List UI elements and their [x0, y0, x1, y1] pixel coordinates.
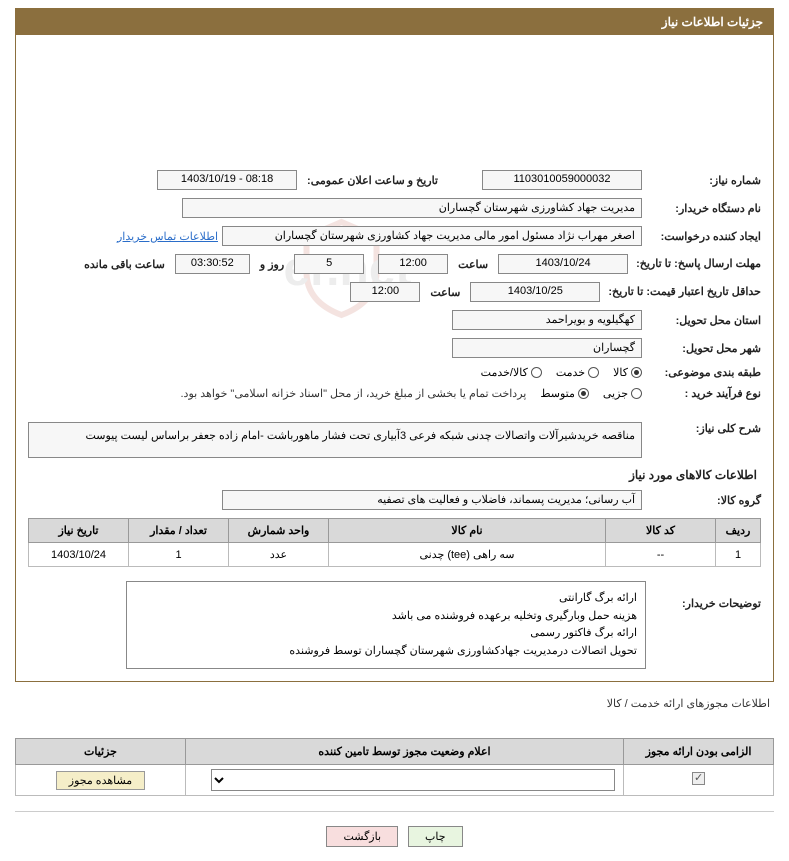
- deadline-date: 1403/10/24: [498, 254, 628, 274]
- mandatory-checkbox[interactable]: [692, 772, 705, 785]
- status-dropdown[interactable]: [211, 769, 615, 791]
- buyer-note-3: ارائه برگ فاکتور رسمی: [135, 625, 637, 643]
- deadline-label: مهلت ارسال پاسخ: تا تاریخ:: [632, 257, 761, 271]
- buyer-org-label: نام دستگاه خریدار:: [646, 202, 761, 215]
- remain-label: ساعت باقی مانده: [78, 258, 171, 271]
- panel-title: جزئیات اطلاعات نیاز: [16, 9, 773, 35]
- license-mandatory-cell: [624, 765, 774, 796]
- radio-goods-label: کالا: [613, 366, 628, 379]
- row-buyer-org: نام دستگاه خریدار: مدیریت جهاد کشاورزی ش…: [28, 198, 761, 218]
- row-buyer-notes: توضیحات خریدار: ارائه برگ گارانتی هزینه …: [28, 581, 761, 669]
- buyer-notes-box: ارائه برگ گارانتی هزینه حمل وبارگیری وتخ…: [126, 581, 646, 669]
- row-category: طبقه بندی موضوعی: کالا خدمت کالا/خدمت: [28, 366, 761, 379]
- bottom-bar: چاپ بازگشت: [15, 811, 774, 861]
- cell-date: 1403/10/24: [29, 543, 129, 567]
- table-row: 1 -- سه راهی (tee) چدنی عدد 1 1403/10/24: [29, 543, 761, 567]
- radio-service[interactable]: خدمت: [556, 366, 599, 379]
- view-license-button[interactable]: مشاهده مجوز: [56, 771, 145, 790]
- buyer-org-value: مدیریت جهاد کشاورزی شهرستان گچساران: [182, 198, 642, 218]
- lth-mandatory: الزامی بودن ارائه مجوز: [624, 739, 774, 765]
- category-radios: کالا خدمت کالا/خدمت: [481, 366, 642, 379]
- cell-code: --: [606, 543, 716, 567]
- time-label-1: ساعت: [452, 258, 494, 271]
- lth-status: اعلام وضعیت مجوز توسط تامین کننده: [186, 739, 624, 765]
- announce-label: تاریخ و ساعت اعلان عمومی:: [301, 174, 444, 187]
- row-overview: شرح کلی نیاز: مناقصه خریدشیرآلات واتصالا…: [28, 422, 761, 458]
- need-no-value: 1103010059000032: [482, 170, 642, 190]
- buyer-note-1: ارائه برگ گارانتی: [135, 590, 637, 608]
- row-deadline: مهلت ارسال پاسخ: تا تاریخ: 1403/10/24 سا…: [28, 254, 761, 274]
- group-value: آب رسانی؛ مدیریت پسماند، فاضلاب و فعالیت…: [222, 490, 642, 510]
- cell-qty: 1: [129, 543, 229, 567]
- radio-both-label: کالا/خدمت: [481, 366, 528, 379]
- cell-name: سه راهی (tee) چدنی: [329, 543, 606, 567]
- cell-row: 1: [716, 543, 761, 567]
- deadline-time: 12:00: [378, 254, 448, 274]
- license-table: الزامی بودن ارائه مجوز اعلام وضعیت مجوز …: [15, 738, 774, 796]
- license-status-cell: [186, 765, 624, 796]
- days-count: 5: [294, 254, 364, 274]
- goods-section-title: اطلاعات کالاهای مورد نیاز: [28, 468, 757, 482]
- th-date: تاریخ نیاز: [29, 519, 129, 543]
- payment-note: پرداخت تمام یا بخشی از مبلغ خرید، از محل…: [181, 387, 537, 400]
- row-requester: ایجاد کننده درخواست: اصغر مهراب نژاد مسئ…: [28, 226, 761, 246]
- lth-details: جزئیات: [16, 739, 186, 765]
- row-city: شهر محل تحویل: گچساران: [28, 338, 761, 358]
- countdown: 03:30:52: [175, 254, 250, 274]
- th-unit: واحد شمارش: [229, 519, 329, 543]
- row-group: گروه کالا: آب رسانی؛ مدیریت پسماند، فاضل…: [28, 490, 761, 510]
- group-label: گروه کالا:: [646, 494, 761, 507]
- th-name: نام کالا: [329, 519, 606, 543]
- license-details-cell: مشاهده مجوز: [16, 765, 186, 796]
- th-row: ردیف: [716, 519, 761, 543]
- days-and-label: روز و: [254, 258, 290, 271]
- city-value: گچساران: [452, 338, 642, 358]
- overview-label: شرح کلی نیاز:: [646, 422, 761, 435]
- row-process: نوع فرآیند خرید : جزیی متوسط پرداخت تمام…: [28, 387, 761, 400]
- requester-label: ایجاد کننده درخواست:: [646, 230, 761, 243]
- overview-text: مناقصه خریدشیرآلات واتصالات چدنی شبکه فر…: [28, 422, 642, 458]
- radio-minor-label: جزیی: [603, 387, 628, 400]
- license-section: اطلاعات مجوزهای ارائه خدمت / کالا الزامی…: [15, 697, 774, 796]
- announce-value: 1403/10/19 - 08:18: [157, 170, 297, 190]
- radio-goods[interactable]: کالا: [613, 366, 642, 379]
- radio-medium[interactable]: متوسط: [540, 387, 589, 400]
- need-no-label: شماره نیاز:: [646, 174, 761, 187]
- th-qty: تعداد / مقدار: [129, 519, 229, 543]
- goods-table: ردیف کد کالا نام کالا واحد شمارش تعداد /…: [28, 518, 761, 567]
- panel-body: AriaTender.net شماره نیاز: 1103010059000…: [16, 35, 773, 681]
- main-panel: جزئیات اطلاعات نیاز AriaTender.net شماره…: [15, 8, 774, 682]
- contact-link[interactable]: اطلاعات تماس خریدار: [117, 230, 218, 243]
- min-valid-time: 12:00: [350, 282, 420, 302]
- print-button[interactable]: چاپ: [408, 826, 463, 847]
- process-label: نوع فرآیند خرید :: [646, 387, 761, 400]
- process-radios: جزیی متوسط: [540, 387, 642, 400]
- city-label: شهر محل تحویل:: [646, 342, 761, 355]
- row-province: استان محل تحویل: کهگیلویه و بویراحمد: [28, 310, 761, 330]
- back-button[interactable]: بازگشت: [326, 826, 398, 847]
- radio-minor[interactable]: جزیی: [603, 387, 642, 400]
- province-value: کهگیلویه و بویراحمد: [452, 310, 642, 330]
- license-title: اطلاعات مجوزهای ارائه خدمت / کالا: [15, 697, 774, 710]
- buyer-note-4: تحویل اتصالات درمدیریت جهادکشاورزی شهرست…: [135, 643, 637, 661]
- radio-both[interactable]: کالا/خدمت: [481, 366, 542, 379]
- cell-unit: عدد: [229, 543, 329, 567]
- row-min-valid: حداقل تاریخ اعتبار قیمت: تا تاریخ: 1403/…: [28, 282, 761, 302]
- buyer-note-2: هزینه حمل وبارگیری وتخلیه برعهده فروشنده…: [135, 608, 637, 626]
- time-label-2: ساعت: [424, 286, 466, 299]
- province-label: استان محل تحویل:: [646, 314, 761, 327]
- min-valid-date: 1403/10/25: [470, 282, 600, 302]
- radio-medium-label: متوسط: [540, 387, 575, 400]
- buyer-notes-label: توضیحات خریدار:: [646, 581, 761, 610]
- th-code: کد کالا: [606, 519, 716, 543]
- radio-service-label: خدمت: [556, 366, 585, 379]
- requester-value: اصغر مهراب نژاد مسئول امور مالی مدیریت ج…: [222, 226, 642, 246]
- min-valid-label: حداقل تاریخ اعتبار قیمت: تا تاریخ:: [604, 285, 761, 299]
- category-label: طبقه بندی موضوعی:: [646, 366, 761, 379]
- license-row: مشاهده مجوز: [16, 765, 774, 796]
- row-need-no: شماره نیاز: 1103010059000032 تاریخ و ساع…: [28, 170, 761, 190]
